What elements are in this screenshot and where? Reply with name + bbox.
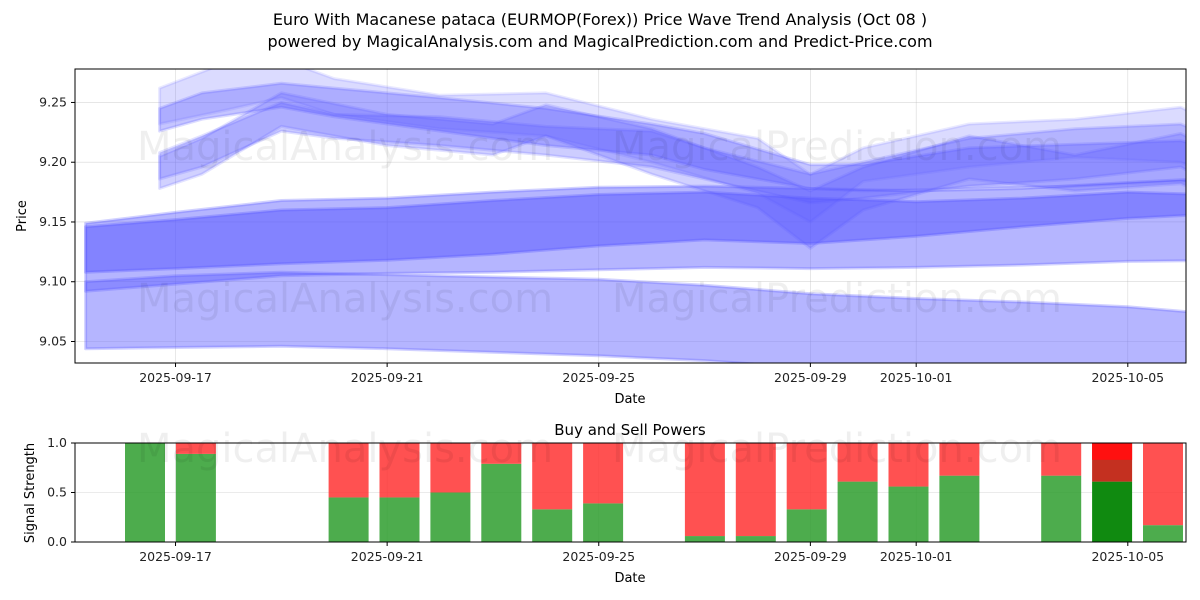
sell-power-bar bbox=[379, 443, 420, 498]
signal-x-tick-label: 2025-09-25 bbox=[562, 549, 635, 564]
watermark-prediction-mid: MagicalPrediction.com bbox=[612, 276, 1062, 322]
buy-power-bar bbox=[532, 509, 573, 542]
price-x-tick-label: 2025-10-05 bbox=[1091, 370, 1164, 385]
price-x-tick-label: 2025-09-29 bbox=[774, 370, 847, 385]
price-x-tick-label: 2025-09-17 bbox=[139, 370, 212, 385]
signal-x-axis: 2025-09-17 2025-09-21 2025-09-25 2025-09-29… bbox=[139, 542, 1164, 564]
sell-power-bar bbox=[583, 443, 624, 504]
sell-power-bar bbox=[481, 443, 522, 464]
watermark-analysis-bottom: MagicalAnalysis.com bbox=[137, 426, 553, 472]
sell-power-bar bbox=[684, 443, 725, 537]
signal-panel: Buy and Sell Powers MagicalAnalysis.com … bbox=[23, 421, 1187, 586]
buy-power-bar bbox=[430, 492, 471, 542]
price-y-axis: 9.05 9.10 9.15 9.20 9.25 bbox=[39, 94, 75, 348]
signal-panel-title: Buy and Sell Powers bbox=[554, 421, 706, 439]
sell-power-bar bbox=[1143, 443, 1183, 526]
price-band-wave-mid-inner bbox=[84, 190, 1186, 274]
chart-title-line-2: powered by MagicalAnalysis.com and Magic… bbox=[267, 32, 932, 51]
signal-y-axis-label: Signal Strength bbox=[23, 443, 38, 543]
price-x-axis: 2025-09-17 2025-09-21 2025-09-25 2025-09-29… bbox=[139, 363, 1164, 385]
price-panel: MagicalAnalysis.com MagicalPrediction.co… bbox=[15, 68, 1187, 407]
buy-power-bar bbox=[125, 443, 165, 542]
sell-power-bar-peak bbox=[1092, 443, 1133, 460]
price-band-wave-top-2 bbox=[158, 101, 1186, 205]
signal-y-tick-label: 0.0 bbox=[47, 534, 67, 549]
buy-power-bar bbox=[684, 536, 725, 542]
signal-y-axis: 0.0 0.5 1.0 bbox=[47, 435, 75, 549]
buy-power-bar bbox=[481, 463, 522, 542]
sell-power-bar bbox=[532, 443, 573, 510]
sell-power-bar bbox=[328, 443, 369, 498]
buy-power-bar bbox=[735, 536, 776, 542]
sell-power-bar bbox=[175, 443, 216, 454]
price-y-tick-label: 9.05 bbox=[39, 333, 67, 348]
price-x-tick-label: 2025-09-21 bbox=[351, 370, 424, 385]
price-band-wave-top-3 bbox=[158, 69, 1186, 224]
price-y-tick-label: 9.20 bbox=[39, 154, 67, 169]
sell-power-bar bbox=[786, 443, 827, 510]
buy-power-bar bbox=[837, 481, 878, 542]
buy-power-bar bbox=[328, 497, 369, 542]
sell-power-bar bbox=[735, 443, 776, 537]
price-y-tick-label: 9.10 bbox=[39, 274, 67, 289]
sell-power-bar bbox=[1041, 443, 1082, 476]
price-y-tick-label: 9.25 bbox=[39, 94, 67, 109]
buy-power-bar bbox=[888, 486, 929, 542]
buy-power-bar bbox=[786, 509, 827, 542]
watermark-prediction-top: MagicalPrediction.com bbox=[612, 124, 1062, 170]
price-band-wave-top-1 bbox=[158, 81, 1186, 193]
price-band-wave-low-wide bbox=[84, 270, 1186, 363]
signal-y-tick-label: 0.5 bbox=[47, 485, 67, 500]
signal-x-tick-label: 2025-10-05 bbox=[1091, 549, 1164, 564]
sell-power-bar bbox=[888, 443, 929, 487]
signal-x-tick-label: 2025-10-01 bbox=[880, 549, 953, 564]
sell-power-bar bbox=[837, 443, 878, 482]
price-wave-bands bbox=[84, 69, 1186, 363]
price-band-wave-top-4 bbox=[158, 91, 1186, 250]
buy-power-bar bbox=[1092, 481, 1133, 542]
signal-x-axis-label: Date bbox=[614, 571, 645, 586]
signal-x-tick-label: 2025-09-17 bbox=[139, 549, 212, 564]
price-x-tick-label: 2025-09-25 bbox=[562, 370, 635, 385]
signal-bars bbox=[125, 443, 1183, 542]
signal-x-tick-label: 2025-09-21 bbox=[351, 549, 424, 564]
price-y-axis-label: Price bbox=[15, 200, 30, 232]
price-x-tick-label: 2025-10-01 bbox=[880, 370, 953, 385]
buy-power-bar bbox=[1041, 475, 1082, 542]
price-x-axis-label: Date bbox=[614, 392, 645, 407]
buy-power-bar bbox=[583, 503, 624, 542]
buy-power-bar bbox=[1143, 525, 1183, 542]
chart-title-line-1: Euro With Macanese pataca (EURMOP(Forex)… bbox=[273, 10, 927, 29]
price-y-tick-label: 9.15 bbox=[39, 214, 67, 229]
watermark-analysis-mid: MagicalAnalysis.com bbox=[137, 276, 553, 322]
signal-x-tick-label: 2025-09-29 bbox=[774, 549, 847, 564]
buy-power-bar bbox=[175, 453, 216, 542]
sell-power-bar bbox=[430, 443, 471, 493]
signal-y-tick-label: 1.0 bbox=[47, 435, 67, 450]
sell-power-bar bbox=[939, 443, 980, 476]
buy-power-bar bbox=[379, 497, 420, 542]
buy-power-bar bbox=[939, 475, 980, 542]
watermark-analysis-top: MagicalAnalysis.com bbox=[137, 124, 553, 170]
watermark-prediction-bottom: MagicalPrediction.com bbox=[612, 426, 1062, 472]
price-plot-frame bbox=[74, 68, 1187, 364]
